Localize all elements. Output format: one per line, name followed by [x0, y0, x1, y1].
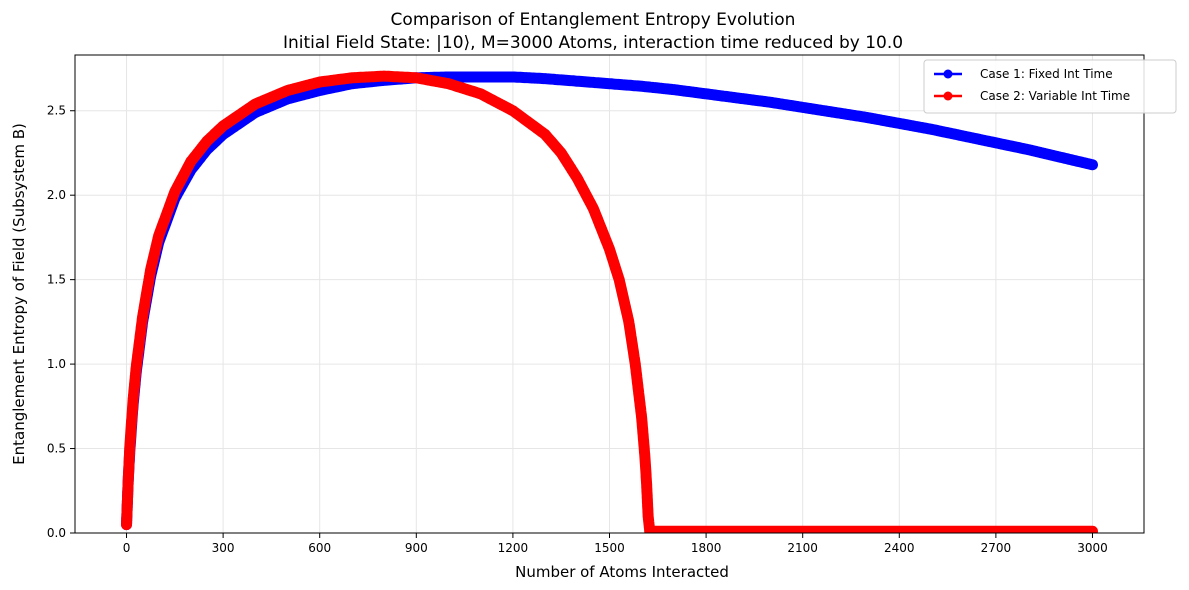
series-2-point: [218, 120, 229, 131]
legend-marker-series-1: [943, 69, 953, 79]
series-2-point: [1023, 526, 1034, 533]
series-2-point: [475, 88, 486, 99]
series-1-point: [1055, 152, 1066, 163]
series-1-point: [636, 81, 647, 92]
series-2-point: [643, 511, 654, 522]
x-tick-label: 300: [212, 541, 235, 555]
series-2-point: [572, 173, 583, 184]
series-2-point: [588, 203, 599, 214]
series-2-point: [1087, 526, 1098, 533]
series-2-point: [202, 136, 213, 147]
series-2-point: [507, 105, 518, 116]
series-2-point: [314, 77, 325, 88]
series-1-point: [507, 71, 518, 82]
series-2-point: [411, 72, 422, 83]
series-1-point: [572, 76, 583, 87]
x-tick-label: 2400: [884, 541, 915, 555]
series-1-point: [829, 107, 840, 118]
series-1-point: [894, 118, 905, 129]
series-1-point: [1087, 159, 1098, 170]
series-2-point: [623, 316, 634, 327]
series-1-point: [701, 88, 712, 99]
series-1-point: [668, 84, 679, 95]
series-2-point: [894, 526, 905, 533]
series-2-point: [153, 230, 164, 241]
series-2-band: [121, 70, 1098, 533]
series-2: [121, 70, 1098, 533]
y-tick-label: 1.0: [47, 357, 66, 371]
x-tick-label: 3000: [1077, 541, 1108, 555]
series-layer: [121, 70, 1098, 533]
y-tick-label: 0.0: [47, 526, 66, 540]
legend-marker-series-2: [943, 91, 953, 101]
series-2-point: [137, 311, 148, 322]
series-2-point: [127, 396, 138, 407]
series-2-point: [701, 526, 712, 533]
series-2-point: [169, 186, 180, 197]
x-axis-label: Number of Atoms Interacted: [515, 563, 729, 581]
series-1-point: [733, 93, 744, 104]
series-2-point: [250, 98, 261, 109]
series-2-point: [644, 526, 655, 533]
y-tick-label: 2.0: [47, 188, 66, 202]
y-tick-label: 1.5: [47, 273, 66, 287]
ticks: 0 300 600 900 1200 1500 1800 2100 2400 2700 3000 0.…: [47, 104, 1108, 555]
x-tick-label: 2100: [787, 541, 818, 555]
series-2-point: [282, 85, 293, 96]
series-2-point: [540, 129, 551, 140]
series-1-point: [958, 131, 969, 142]
series-2-point: [346, 72, 357, 83]
x-tick-label: 600: [308, 541, 331, 555]
series-1-point: [604, 78, 615, 89]
series-1-point: [540, 73, 551, 84]
series-2-point: [668, 526, 679, 533]
series-2-point: [604, 244, 615, 255]
series-2-point: [443, 78, 454, 89]
series-2-point: [556, 147, 567, 158]
series-2-point: [131, 362, 142, 373]
x-tick-label: 0: [123, 541, 131, 555]
series-2-point: [765, 526, 776, 533]
series-2-point: [614, 274, 625, 285]
series-2-point: [124, 443, 135, 454]
series-1-point: [926, 124, 937, 135]
x-tick-label: 2700: [981, 541, 1012, 555]
legend-box: [923, 59, 1177, 114]
y-tick-label: 2.5: [47, 104, 66, 118]
series-1-point: [765, 97, 776, 108]
y-tick-label: 0.5: [47, 442, 66, 456]
series-2-point: [145, 264, 156, 275]
x-tick-label: 1200: [498, 541, 529, 555]
chart-title: Comparison of Entanglement Entropy Evolu…: [391, 10, 796, 30]
chart-subtitle: Initial Field State: |10⟩, M=3000 Atoms,…: [283, 33, 903, 53]
series-2-point: [121, 519, 132, 530]
series-1-point: [475, 71, 486, 82]
series-1-point: [797, 102, 808, 113]
series-2-point: [123, 477, 134, 488]
series-2-point: [639, 451, 650, 462]
series-2-point: [636, 413, 647, 424]
series-2-point: [379, 71, 390, 82]
legend-label-series-1: Case 1: Fixed Int Time: [980, 67, 1113, 81]
y-axis-label: Entanglement Entropy of Field (Subsystem…: [10, 123, 28, 465]
x-tick-label: 1500: [594, 541, 625, 555]
x-tick-label: 900: [405, 541, 428, 555]
x-tick-label: 1800: [691, 541, 722, 555]
series-2-point: [630, 359, 641, 370]
series-2-point: [829, 526, 840, 533]
series-2-point: [641, 477, 652, 488]
series-2-point: [958, 526, 969, 533]
legend: Case 1: Fixed Int Time Case 2: Variable …: [923, 59, 1177, 114]
series-1-point: [862, 112, 873, 123]
legend-label-series-2: Case 2: Variable Int Time: [980, 89, 1130, 103]
series-2-point: [185, 156, 196, 167]
series-1-point: [1023, 144, 1034, 155]
series-1-point: [990, 137, 1001, 148]
